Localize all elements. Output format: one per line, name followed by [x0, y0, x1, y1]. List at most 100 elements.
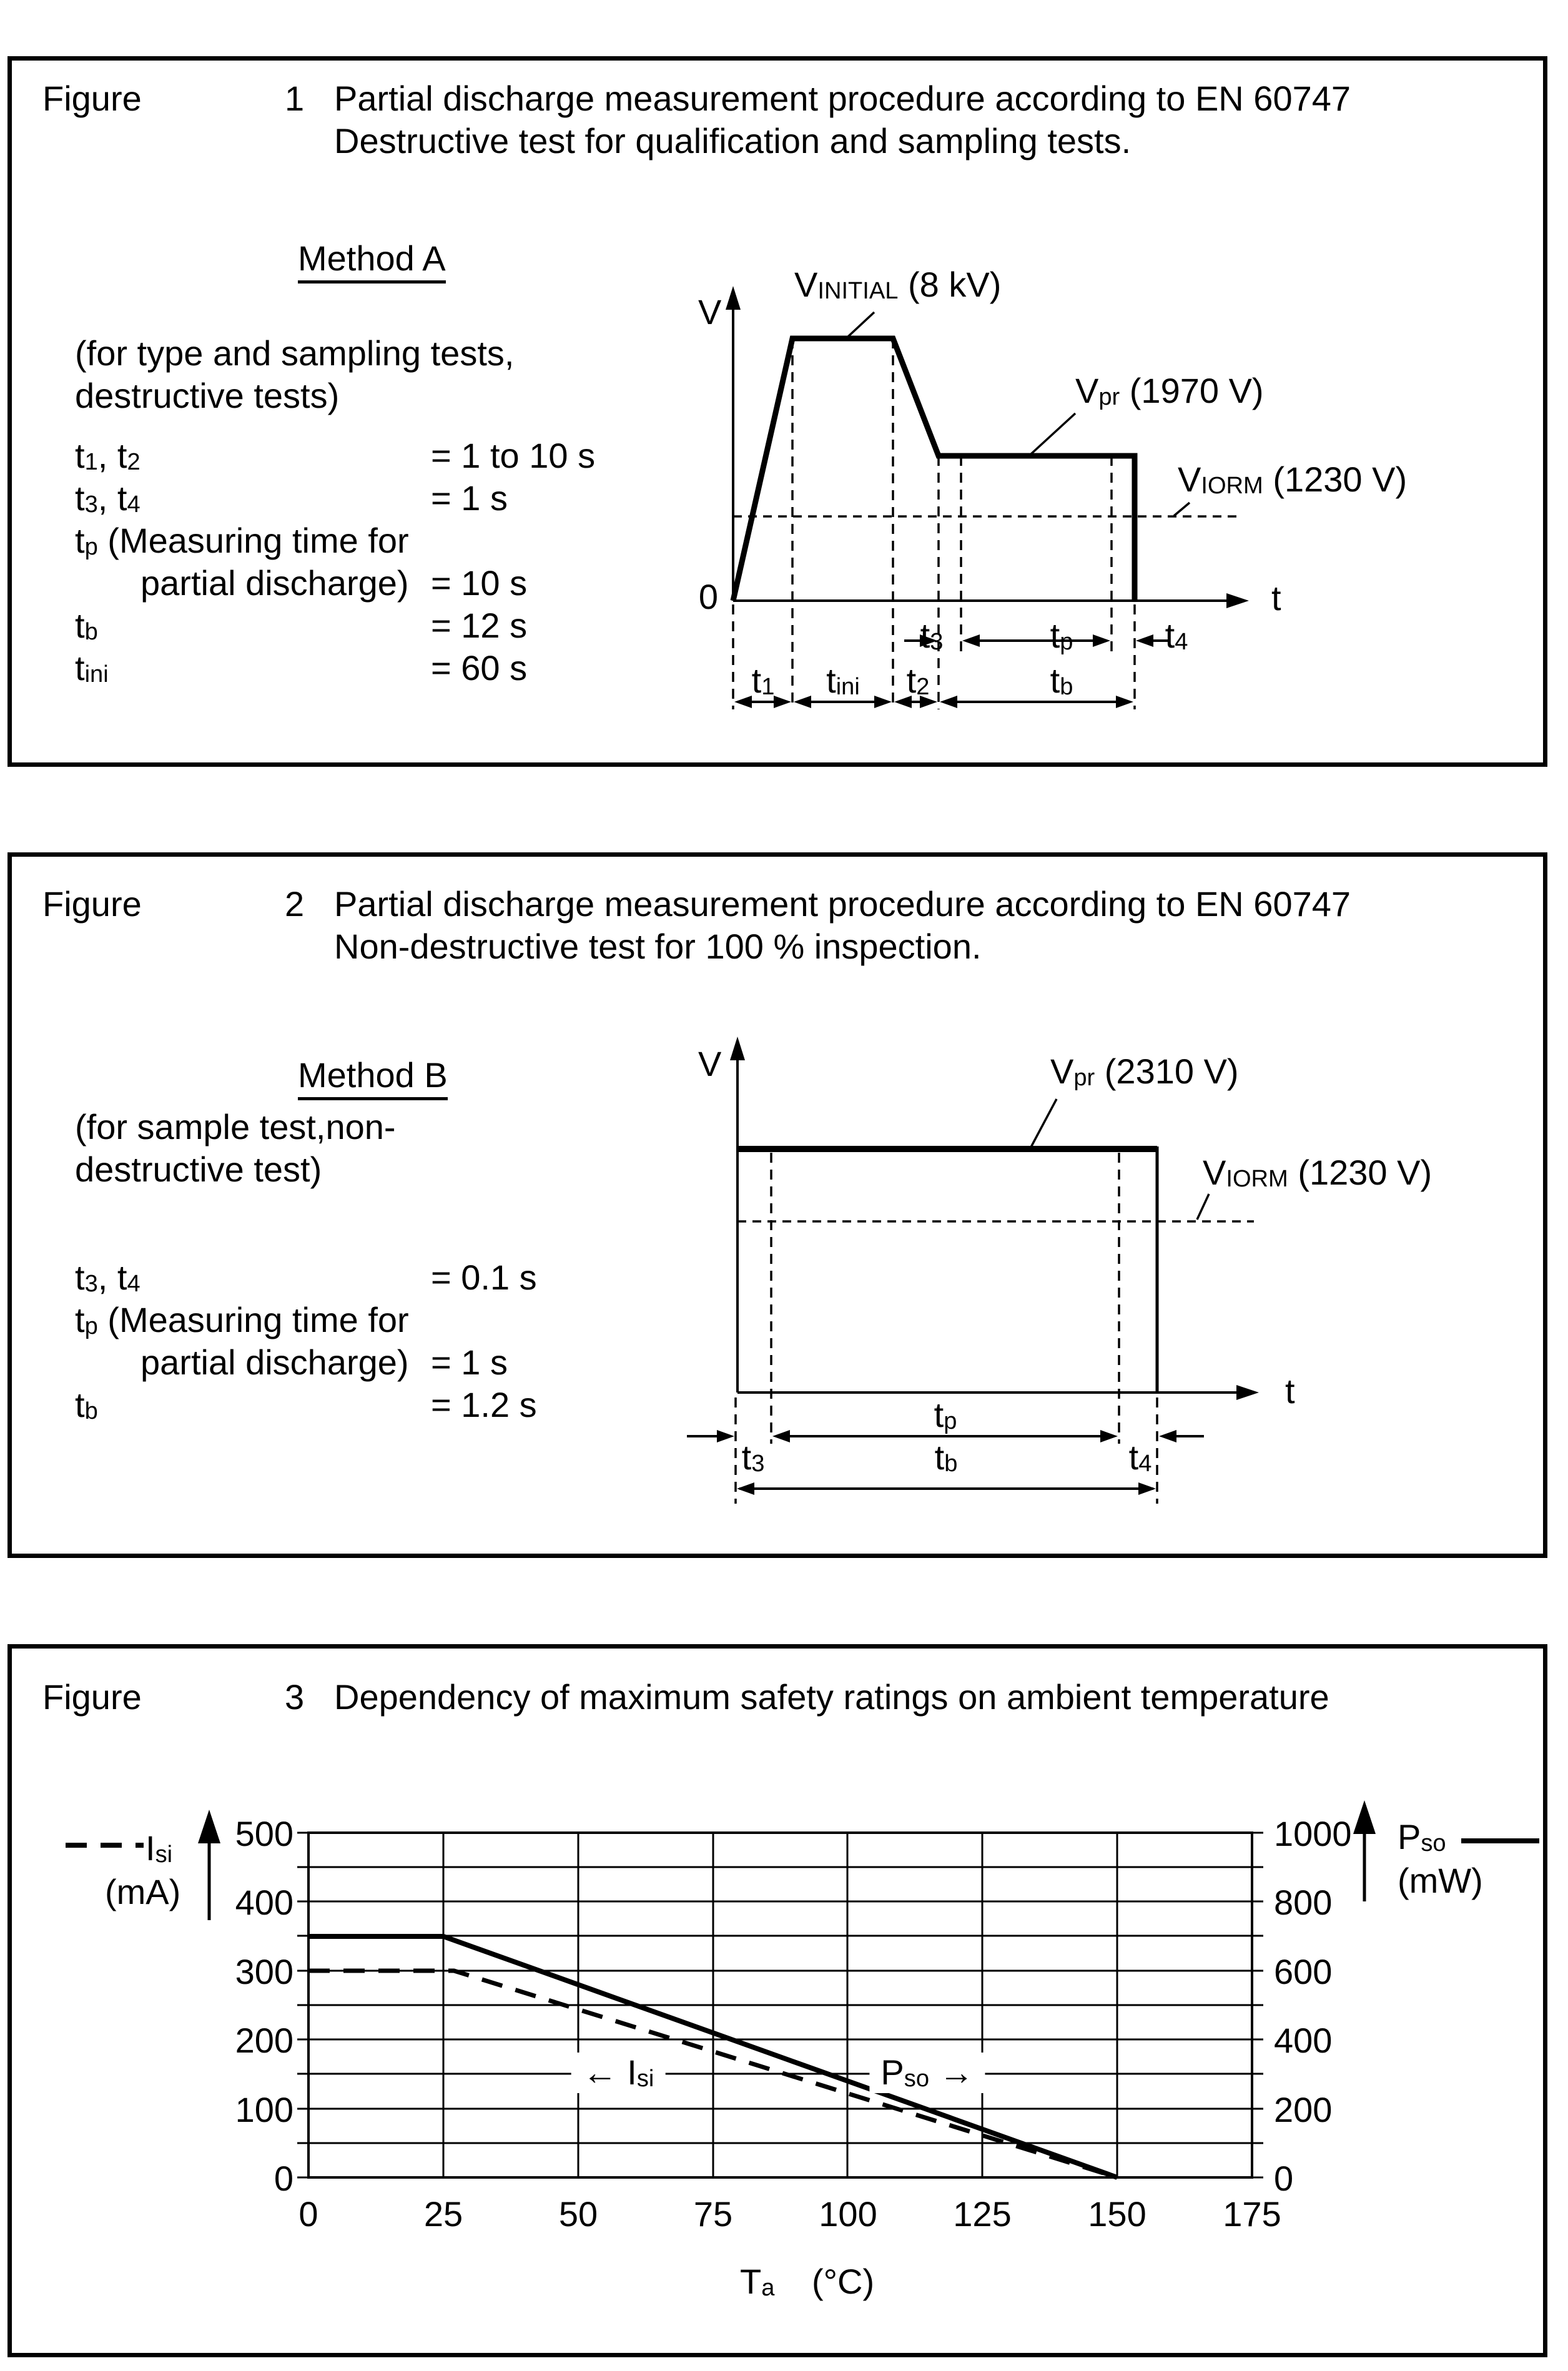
callout-v-pr: [1030, 1098, 1058, 1148]
chart-horizontal-gridlines: [308, 1866, 1252, 2144]
t4-arrowhead: [1136, 634, 1153, 647]
right-axis-tick: 800: [1274, 1883, 1333, 1922]
subscript-text: 4: [127, 491, 141, 518]
figure1-param-value: = 60 s: [431, 648, 528, 688]
figure2-method-text: Method B: [298, 1055, 448, 1100]
t2-arrowhead-left: [894, 696, 912, 708]
fig2-v-axis-arrowhead: [730, 1037, 745, 1060]
fig1-callout-lines: [846, 311, 1191, 517]
right-axis-tick: 0: [1274, 2159, 1294, 2198]
fig1-t-axis-arrowhead: [1226, 593, 1249, 608]
x-axis-unit: (°C): [812, 2262, 875, 2301]
figure2-waveform-diagram: [687, 1037, 1259, 1504]
text-segment: →: [929, 2053, 974, 2092]
left-axis-tick: 500: [235, 1814, 293, 1853]
fig1-v-pr-label: Vpr (1970 V): [1075, 371, 1264, 412]
subscript-text: so: [1421, 1830, 1446, 1857]
text-segment: (2310 V): [1095, 1052, 1239, 1091]
fig2-callout-lines: [1030, 1098, 1210, 1220]
fig1-v-axis-label: V: [698, 292, 722, 332]
subscript-text: ini: [84, 661, 109, 688]
tp-arrowhead-left: [962, 634, 980, 647]
figure3-chart: [66, 1800, 1539, 2180]
figure2-note-line2: destructive test): [75, 1150, 322, 1189]
t3-arrowhead: [920, 634, 937, 647]
figure2-note-line1: (for sample test,non-: [75, 1107, 396, 1146]
pso-legend-label: Pso: [1398, 1817, 1446, 1858]
subscript-text: IORM: [1201, 473, 1263, 500]
figure1-param-label: partial discharge): [141, 563, 409, 603]
figure2-method-title: Method B: [298, 1055, 448, 1100]
x-axis-tick: 0: [298, 2194, 318, 2234]
figure3-caption-label: Figure: [42, 1677, 142, 1717]
figure1-method-text: Method A: [298, 239, 446, 283]
subscript-text: si: [155, 1841, 173, 1868]
figure1-note-line2: destructive tests): [75, 376, 340, 415]
left-axis-tick: 0: [274, 2159, 293, 2198]
t2-arrowhead-right: [920, 696, 937, 708]
subscript-text: so: [904, 2066, 930, 2092]
x-axis-tick: 25: [423, 2194, 463, 2234]
tini-arrowhead-right: [874, 696, 892, 708]
subscript-text: 4: [127, 1271, 141, 1298]
text-segment: t: [75, 436, 85, 475]
subscript-text: b: [944, 1451, 958, 1477]
figure1-note-line1: (for type and sampling tests,: [75, 333, 515, 373]
figure2-param-value: = 1.2 s: [431, 1385, 537, 1424]
figure1-param-value: = 12 s: [431, 606, 528, 645]
text-segment: (1970 V): [1120, 371, 1264, 410]
subscript-text: pr: [1098, 384, 1120, 411]
right-axis-tick: 400: [1274, 2021, 1333, 2060]
figure2-param-label: tp (Measuring time for: [75, 1300, 409, 1341]
fig1-tb-label: tb: [1050, 661, 1073, 701]
subscript-text: si: [636, 2066, 654, 2092]
text-segment: partial discharge): [141, 563, 409, 603]
text-segment: (Measuring time for: [97, 521, 409, 560]
figure1-param-value: = 1 to 10 s: [431, 436, 596, 475]
text-segment: t: [934, 1395, 944, 1434]
text-segment: V: [1075, 371, 1099, 410]
subscript-text: p: [84, 534, 98, 561]
text-segment: ← I: [582, 2053, 637, 2092]
text-segment: t: [75, 478, 85, 518]
chart-isi-curve-dashed: [308, 1968, 1118, 2180]
text-segment: t: [75, 1300, 85, 1339]
left-axis-tick: 300: [235, 1952, 293, 1991]
figure1-caption-number: 1: [285, 79, 305, 118]
t1-arrowhead-right: [774, 696, 791, 708]
text-segment: t: [934, 1437, 945, 1477]
fig1-v-iorm-label: VIORM (1230 V): [1178, 460, 1407, 500]
text-segment: V: [1050, 1052, 1074, 1091]
fig1-t-axis-label: t: [1271, 578, 1281, 618]
fig1-t3-label: t3: [920, 616, 944, 656]
text-segment: V: [1178, 460, 1201, 499]
figure1-param-label: tp (Measuring time for: [75, 521, 409, 561]
tp-arrowhead-left: [772, 1430, 790, 1442]
tb-arrowhead-left: [737, 1482, 754, 1495]
figure2-caption-label: Figure: [42, 884, 142, 924]
isi-inplot-label: ← Isi: [571, 2053, 666, 2093]
x-axis-tick: 50: [558, 2194, 598, 2234]
text-segment: t: [1050, 661, 1060, 700]
left-axis-tick: 400: [235, 1883, 293, 1922]
fig2-tp-label: tp: [934, 1395, 957, 1436]
x-axis-tick: 150: [1088, 2194, 1146, 2234]
text-segment: (1230 V): [1263, 460, 1408, 499]
fig1-origin-label: 0: [698, 577, 718, 616]
fig2-v-iorm-label: VIORM (1230 V): [1203, 1153, 1432, 1193]
text-segment: t: [826, 661, 836, 700]
figure2-param-value: = 1 s: [431, 1343, 508, 1382]
figure1-param-value: = 10 s: [431, 563, 528, 603]
fig1-t4-label: t4: [1165, 616, 1188, 656]
fig1-voltage-waveform: [730, 335, 1138, 601]
text-segment: t: [741, 1437, 752, 1477]
figure1-caption-line1: Partial discharge measurement procedure …: [334, 79, 1351, 118]
figure1-caption-label: Figure: [42, 79, 142, 118]
right-axis-tick: 200: [1274, 2090, 1333, 2129]
figure1-param-value: = 1 s: [431, 478, 508, 518]
subscript-text: p: [1060, 629, 1073, 656]
tp-arrowhead-right: [1100, 1430, 1118, 1442]
figure2-param-label: partial discharge): [141, 1343, 409, 1383]
subscript-text: 3: [751, 1451, 765, 1477]
